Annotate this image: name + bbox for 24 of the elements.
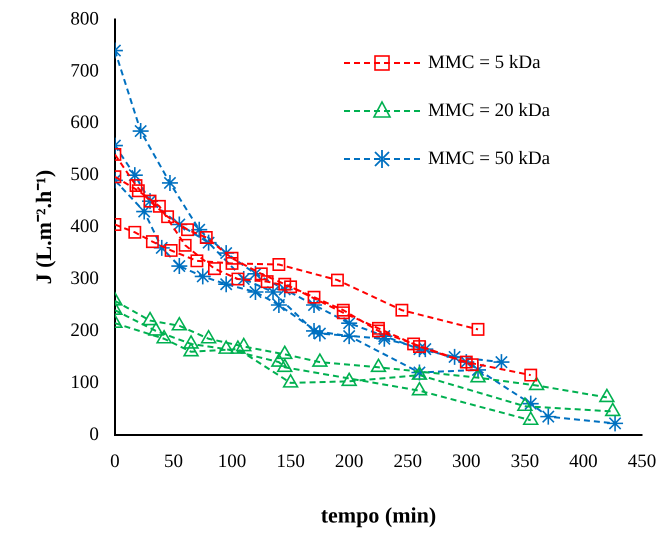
x-axis-title: tempo (min) [320, 502, 436, 528]
x-tick-label: 0 [110, 451, 120, 472]
x-tick-label: 300 [452, 451, 481, 472]
y-tick-label: 200 [70, 320, 99, 341]
x-tick-label: 100 [218, 451, 246, 472]
x-tick-label: 400 [569, 451, 598, 472]
x-tick-label: 150 [276, 451, 305, 472]
x-tick-label: 450 [628, 451, 656, 472]
y-tick-label: 800 [70, 8, 99, 30]
x-tick-label: 350 [510, 451, 540, 472]
x-tick-label: 250 [393, 451, 422, 472]
y-tick-label: 700 [70, 60, 99, 82]
legend-label: MMC = 20 kDa [428, 100, 550, 122]
x-tick-label: 200 [334, 451, 364, 472]
y-axis-title: J (L.m⁻².h⁻¹) [30, 170, 56, 284]
y-tick-label: 400 [70, 216, 99, 238]
y-tick-label: 500 [70, 164, 99, 186]
legend-label: MMC = 50 kDa [428, 148, 550, 170]
x-tick-label: 50 [164, 451, 183, 472]
y-tick-label: 100 [70, 372, 99, 393]
y-tick-label: 300 [70, 268, 99, 290]
legend-label: MMC = 5 kDa [428, 52, 541, 74]
y-tick-label: 0 [89, 424, 99, 445]
y-tick-label: 600 [70, 112, 99, 134]
